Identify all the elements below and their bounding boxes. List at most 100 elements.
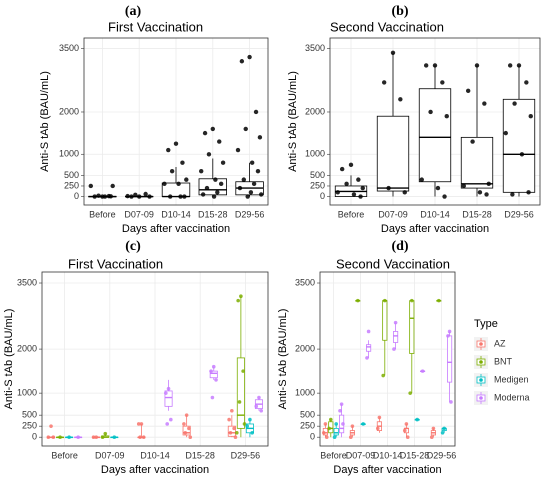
- point: [204, 185, 210, 191]
- point: [137, 194, 142, 199]
- point: [110, 183, 115, 189]
- point: [169, 417, 173, 422]
- point: [257, 135, 263, 140]
- point: [528, 114, 533, 119]
- legend-dot: [479, 378, 483, 382]
- point: [162, 181, 167, 187]
- point: [390, 50, 396, 55]
- point: [133, 192, 138, 198]
- point: [332, 435, 337, 439]
- point: [210, 395, 215, 400]
- point: [200, 192, 206, 197]
- point: [141, 435, 146, 439]
- panel-border: [83, 37, 269, 206]
- x-tick-label: D29-56: [231, 450, 261, 460]
- point: [230, 408, 234, 413]
- y-tick-label: 3500: [59, 43, 79, 53]
- y-tick-label: 1000: [17, 388, 37, 398]
- point: [440, 80, 445, 85]
- box: [236, 357, 245, 429]
- point: [383, 298, 387, 303]
- point: [217, 139, 222, 144]
- point: [125, 193, 130, 199]
- y-tick-label: 3500: [295, 277, 315, 287]
- legend-dot: [479, 342, 483, 346]
- panel-label: (b): [391, 4, 408, 19]
- point: [184, 177, 189, 182]
- point: [321, 430, 326, 435]
- box: [209, 370, 218, 379]
- point: [166, 147, 171, 153]
- x-tick-label: D15-28: [462, 209, 492, 219]
- point: [51, 435, 56, 439]
- box: [418, 88, 452, 183]
- x-tick-label: D10-14: [140, 450, 170, 460]
- point: [431, 426, 436, 431]
- point: [103, 431, 108, 436]
- x-tick-label: D29-56: [235, 209, 265, 219]
- point: [243, 126, 248, 132]
- point: [76, 435, 80, 439]
- point: [169, 168, 175, 174]
- point: [210, 126, 215, 132]
- point: [247, 54, 252, 60]
- x-tick-label: Before: [320, 450, 347, 460]
- y-axis-title: Anti-S tAb (BAU/mL): [287, 71, 299, 172]
- x-tick-label: Before: [338, 209, 365, 219]
- x-axis-title: Days after vaccination: [333, 464, 441, 476]
- box: [376, 115, 410, 192]
- y-tick-label: 500: [300, 410, 315, 420]
- point: [351, 192, 357, 197]
- point: [250, 430, 254, 435]
- point: [199, 168, 204, 174]
- point: [173, 141, 179, 146]
- x-tick-label: D15-28: [198, 209, 228, 219]
- point: [241, 369, 245, 373]
- panel-border: [329, 37, 541, 206]
- point: [465, 88, 471, 94]
- y-axis-title: Anti-S tAb (BAU/mL): [3, 309, 15, 410]
- point: [100, 435, 105, 439]
- panel-title: First Vaccination: [108, 19, 203, 34]
- point: [235, 147, 241, 153]
- point: [350, 424, 355, 428]
- point: [96, 193, 101, 198]
- y-tick-label: 1000: [305, 149, 325, 159]
- y-tick-label: 0: [320, 191, 325, 201]
- panel-border: [41, 271, 269, 447]
- point: [344, 181, 349, 187]
- point: [49, 424, 53, 428]
- y-tick-label: 250: [300, 421, 315, 431]
- point: [253, 109, 259, 115]
- point: [461, 183, 466, 189]
- point: [334, 422, 339, 426]
- point: [187, 426, 191, 431]
- box: [366, 344, 372, 352]
- y-tick-label: 250: [64, 180, 79, 190]
- point: [241, 177, 247, 182]
- point: [236, 298, 240, 303]
- point: [348, 162, 354, 168]
- point: [429, 435, 434, 439]
- panel-label: (c): [125, 239, 141, 254]
- point: [67, 435, 71, 439]
- x-tick-label: D07-09: [124, 209, 154, 219]
- box: [447, 335, 453, 383]
- panel-title: First Vaccination: [68, 256, 163, 271]
- x-tick-label: Before: [89, 209, 116, 219]
- point: [365, 356, 369, 360]
- point: [437, 298, 441, 303]
- point: [183, 430, 188, 435]
- legend-title: Type: [474, 318, 498, 330]
- legend-dot: [479, 360, 483, 364]
- point: [360, 185, 365, 191]
- point: [138, 435, 142, 439]
- x-axis-title: Days after vaccination: [381, 223, 489, 235]
- point: [341, 422, 345, 426]
- point: [248, 417, 252, 422]
- legend-dot: [479, 396, 483, 400]
- point: [102, 194, 108, 199]
- point: [237, 185, 243, 191]
- box: [502, 98, 536, 193]
